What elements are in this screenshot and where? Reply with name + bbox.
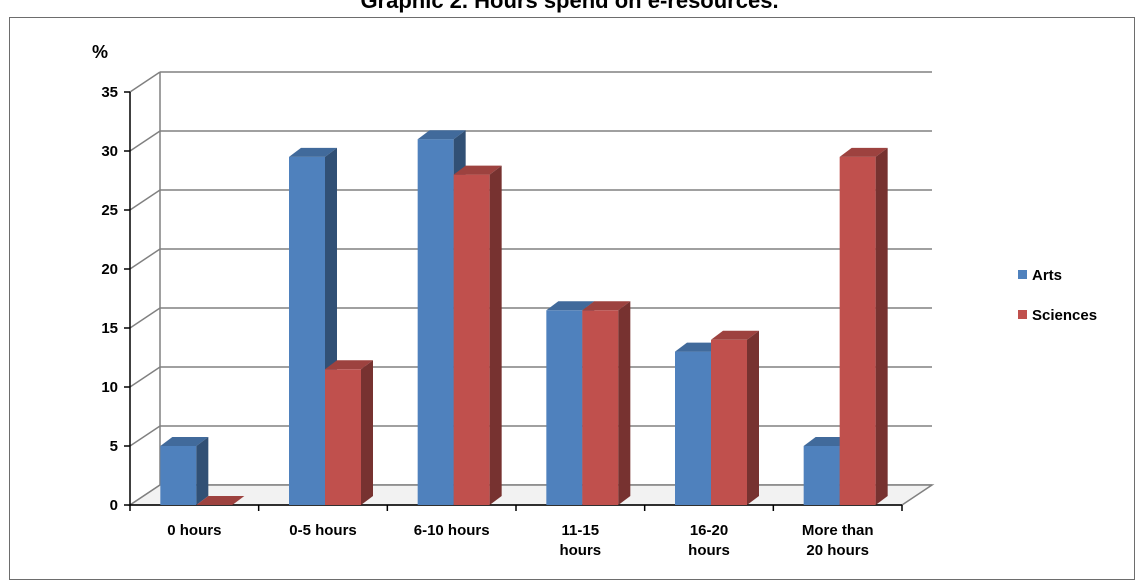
- y-tick-label: 5: [110, 438, 118, 455]
- x-tick-label: More than: [802, 522, 874, 539]
- bar-arts: [160, 446, 197, 505]
- bar-sciences: [711, 339, 747, 505]
- bar-arts: [546, 310, 583, 505]
- bar-sciences: [325, 369, 361, 505]
- bar-top-sciences: [196, 496, 245, 505]
- x-tick-label: hours: [559, 542, 601, 559]
- chart-title: Graphic 2. Hours spend on e-resources.: [360, 0, 779, 13]
- legend-swatch-arts: [1018, 270, 1027, 279]
- bar-arts: [417, 139, 454, 505]
- bar-side-sciences: [361, 360, 373, 505]
- bar-top-sciences: [711, 330, 759, 340]
- y-tick-label: 25: [101, 202, 118, 219]
- bar-side-sciences: [875, 147, 888, 505]
- x-tick-label: hours: [688, 542, 730, 559]
- y-tick-label: 20: [101, 261, 118, 278]
- x-tick-label: 0 hours: [167, 522, 221, 539]
- x-tick-label: 16-20: [690, 522, 728, 539]
- bar-arts: [675, 351, 711, 505]
- bar-sciences: [453, 174, 490, 505]
- y-tick-label: 10: [101, 379, 118, 396]
- bar-arts: [289, 156, 325, 505]
- gridline-depth: [129, 71, 161, 93]
- y-tick-label: 35: [101, 84, 118, 101]
- bar-top-arts: [546, 301, 595, 311]
- bar-side-sciences: [618, 301, 631, 505]
- legend-label-sciences: Sciences: [1032, 307, 1097, 324]
- bar-sciences: [582, 310, 619, 505]
- gridline-depth: [129, 130, 161, 152]
- bar-side-sciences: [747, 330, 759, 505]
- bar-side-sciences: [489, 165, 502, 505]
- bar-top-sciences: [839, 147, 888, 157]
- bar-sciences: [839, 156, 876, 505]
- gridline-depth: [129, 189, 161, 211]
- y-tick-label: 0: [110, 497, 118, 514]
- bar-top-arts: [160, 437, 209, 446]
- x-tick-label: 6-10 hours: [414, 522, 490, 539]
- bar-top-sciences: [453, 165, 502, 175]
- bar-top-sciences: [582, 301, 631, 311]
- gridline-depth: [129, 248, 161, 270]
- gridline-depth: [129, 307, 161, 329]
- x-tick-label: 20 hours: [806, 542, 869, 559]
- y-tick-label: 15: [101, 320, 118, 337]
- gridline-depth: [129, 366, 161, 388]
- legend-label-arts: Arts: [1032, 267, 1062, 284]
- bar-top-sciences: [325, 360, 373, 370]
- chart-frame: [9, 17, 1135, 580]
- y-tick-label: 30: [101, 143, 118, 160]
- x-tick-label: 0-5 hours: [289, 522, 357, 539]
- bar-side-arts: [196, 437, 209, 505]
- bar-top-arts: [289, 147, 337, 157]
- bar-top-arts: [417, 130, 466, 140]
- y-axis-label: %: [92, 42, 108, 62]
- x-tick-label: 11-15: [562, 522, 600, 539]
- bar-arts: [803, 446, 840, 505]
- gridline-depth: [129, 425, 161, 447]
- legend-swatch-sciences: [1018, 310, 1027, 319]
